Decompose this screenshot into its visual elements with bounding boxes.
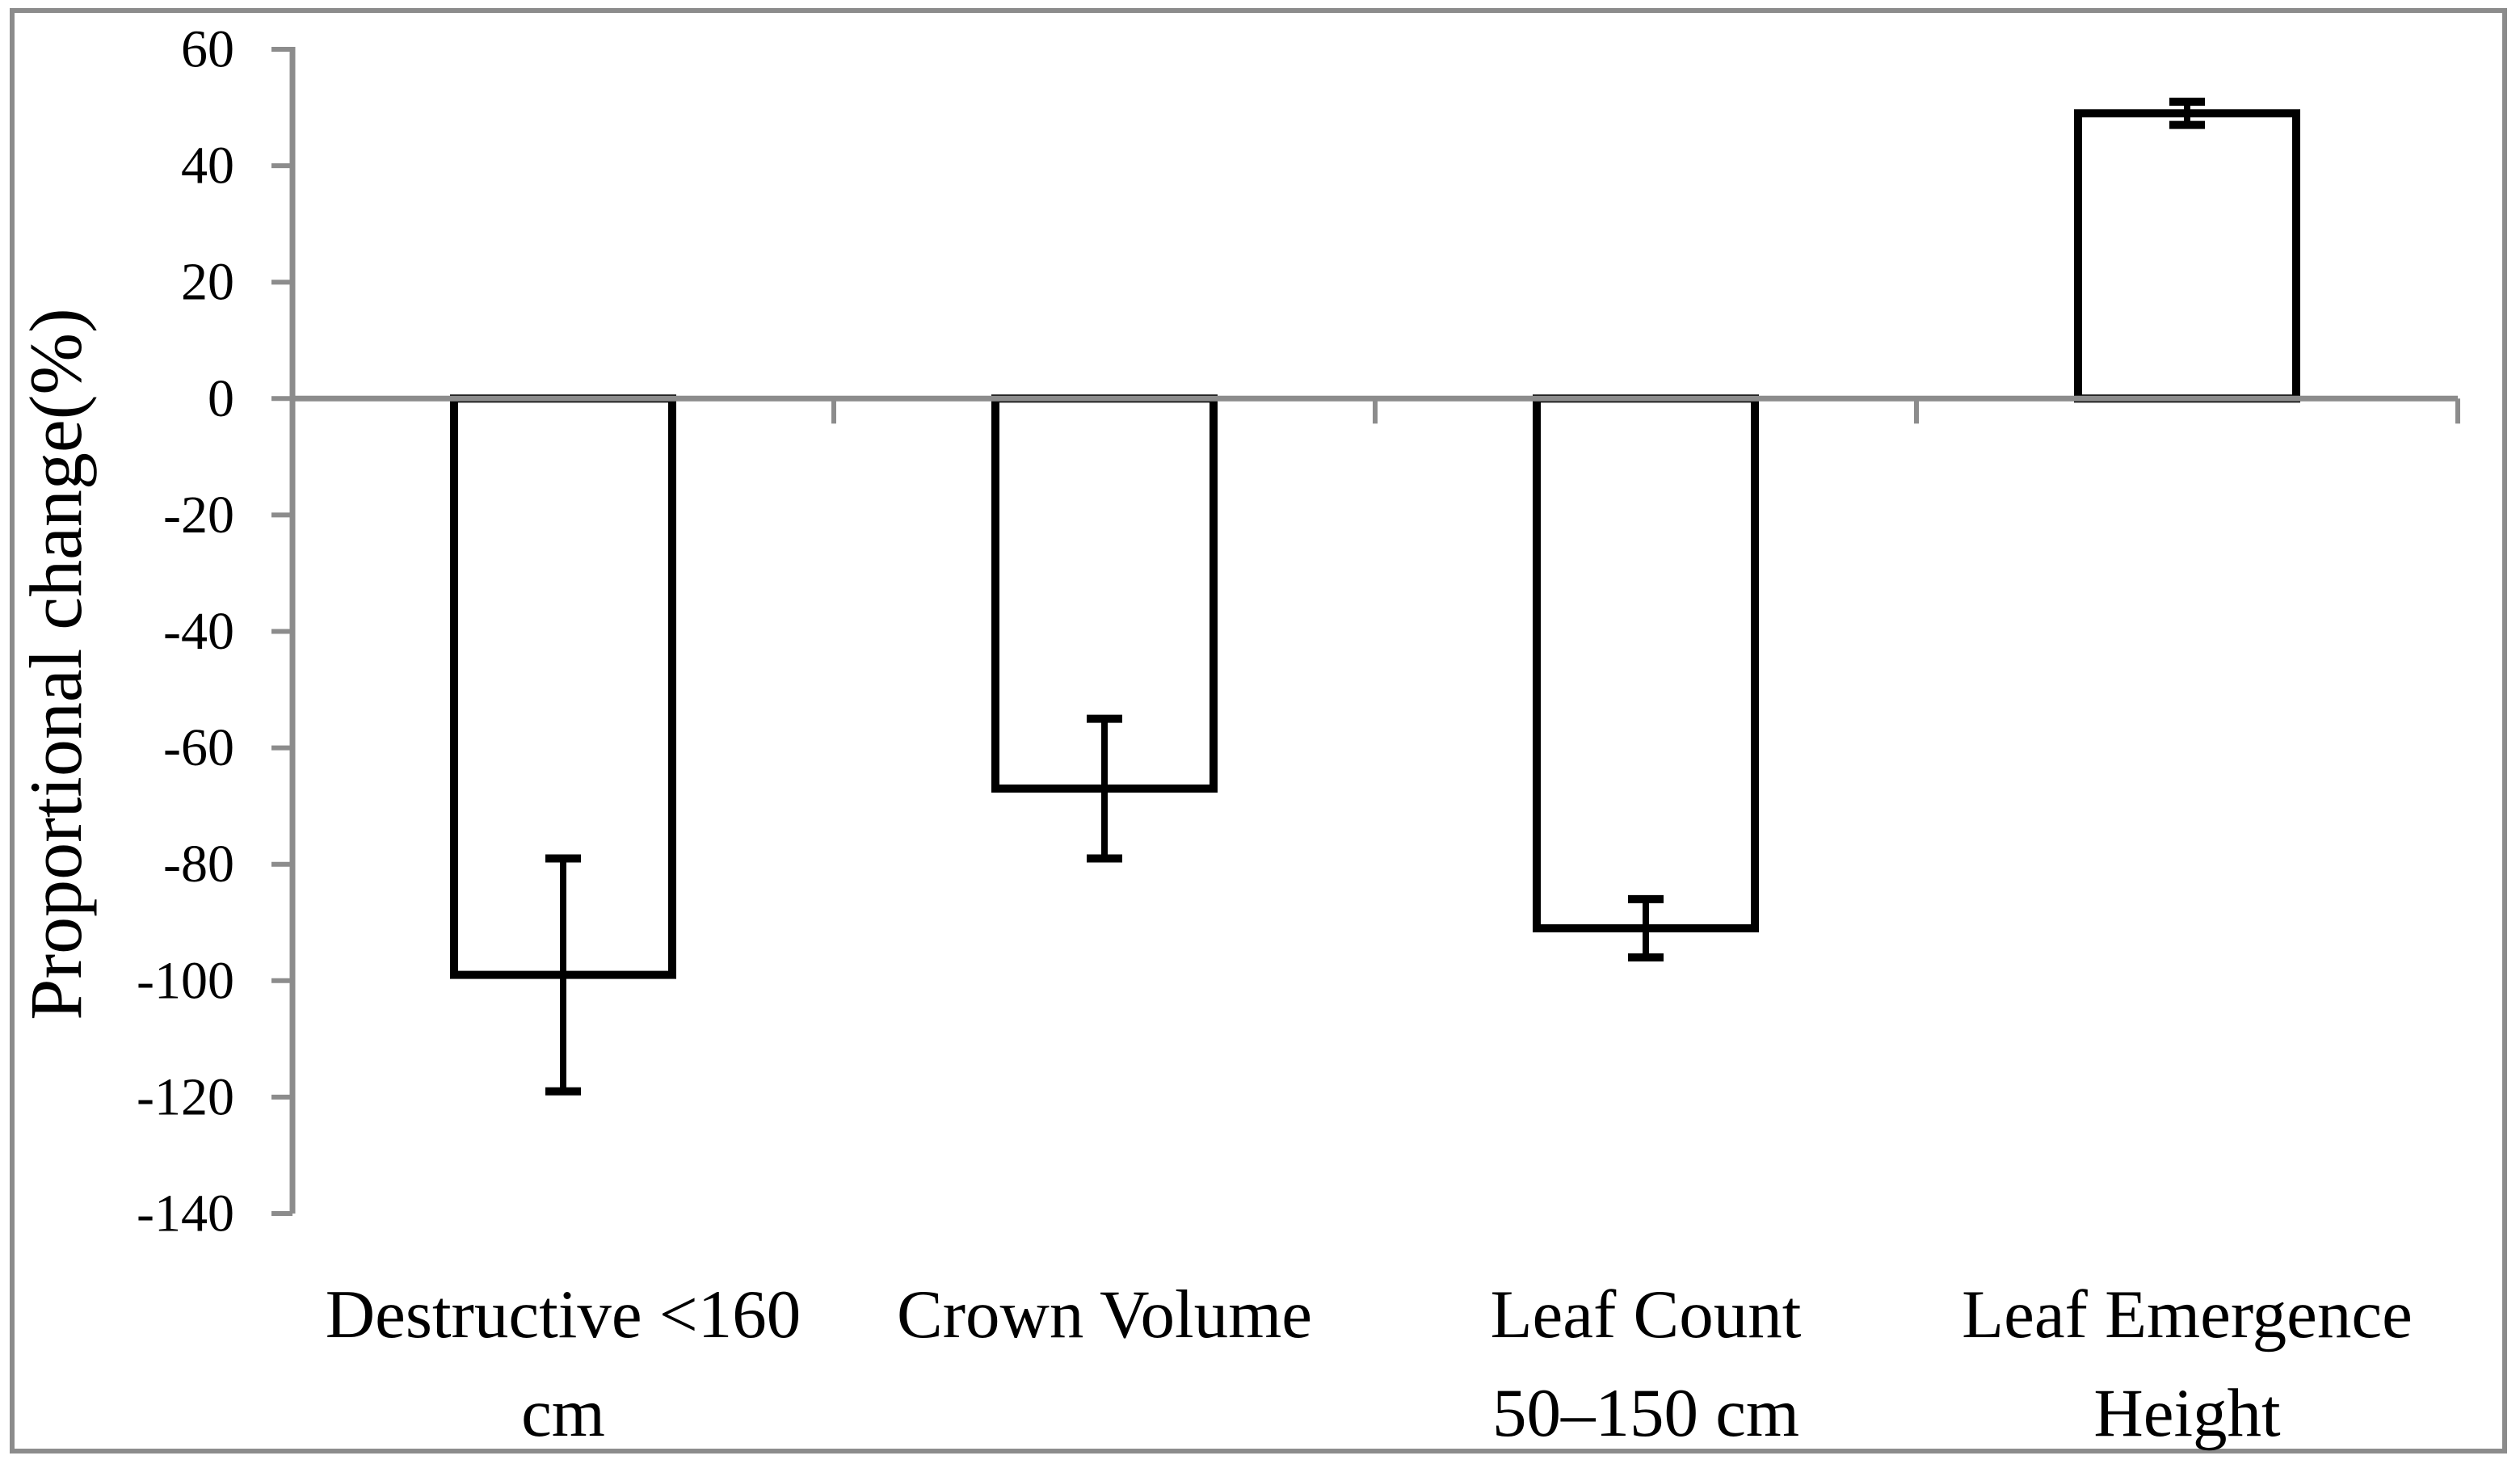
y-axis-title: Proportional change(%)	[15, 308, 97, 1020]
x-category-label: 50–150 cm	[1492, 1375, 1799, 1451]
figure-frame	[10, 8, 2507, 1453]
y-tick-label: -80	[163, 835, 234, 894]
x-category-label: cm	[521, 1375, 605, 1451]
y-tick-label: 20	[181, 253, 234, 312]
bar-3	[1533, 394, 1759, 932]
x-category-label: Crown Volume	[897, 1277, 1312, 1353]
y-tick-label: -140	[137, 1184, 234, 1243]
x-category-label: Destructive <160	[326, 1277, 801, 1353]
bar-4	[2074, 109, 2300, 403]
y-axis: 60 40 20 0 -20 -40 -60 -80 -100 -120 -140	[137, 20, 296, 1243]
y-tick-label: -120	[137, 1067, 234, 1126]
x-category-labels: Destructive <160 cm Crown Volume Leaf Count…	[326, 1277, 2413, 1451]
x-category-label: Height	[2093, 1375, 2281, 1451]
y-tick-label: -100	[137, 951, 234, 1010]
figure-border	[10, 8, 2507, 1453]
y-tick-label: -60	[163, 718, 234, 777]
x-axis-zero-line	[292, 395, 2460, 424]
x-category-label: Leaf Count	[1491, 1277, 1802, 1353]
y-tick-label: 60	[181, 20, 234, 79]
y-tick-label: -20	[163, 486, 234, 545]
x-category-label: Leaf Emergence	[1962, 1277, 2413, 1353]
bars	[450, 109, 2300, 979]
y-tick-label: 40	[181, 137, 234, 196]
y-tick-label: -40	[163, 602, 234, 661]
y-tick-label: 0	[208, 369, 234, 428]
error-bars	[545, 97, 2205, 1096]
